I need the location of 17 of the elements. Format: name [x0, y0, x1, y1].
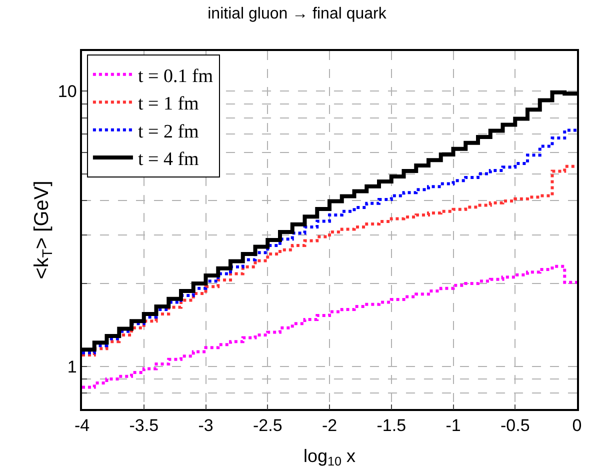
- x-tick-label: -1.5: [376, 416, 406, 436]
- y-tick-label: 1: [67, 357, 77, 376]
- x-tick-label: -1: [446, 416, 461, 436]
- x-tick-label: -3: [198, 416, 214, 436]
- legend-label: t = 1 fm: [138, 94, 200, 115]
- y-tick-label: 10: [58, 82, 77, 102]
- x-axis-title: log$_{10}$ x: [303, 446, 356, 469]
- chart-title: initial gluon → final quark: [208, 5, 388, 22]
- x-tick-label: 0: [572, 416, 582, 436]
- legend-label: t = 2 fm: [138, 121, 200, 142]
- x-tick-label: -3.5: [129, 416, 159, 436]
- x-tick-label: -0.5: [500, 416, 530, 436]
- legend-label: t = 4 fm: [138, 148, 200, 170]
- x-tick-label: -2.5: [252, 416, 282, 436]
- x-tick-label: -2: [322, 416, 338, 436]
- x-tick-label: -4: [74, 416, 90, 436]
- legend-label: t = 0.1 fm: [138, 66, 214, 87]
